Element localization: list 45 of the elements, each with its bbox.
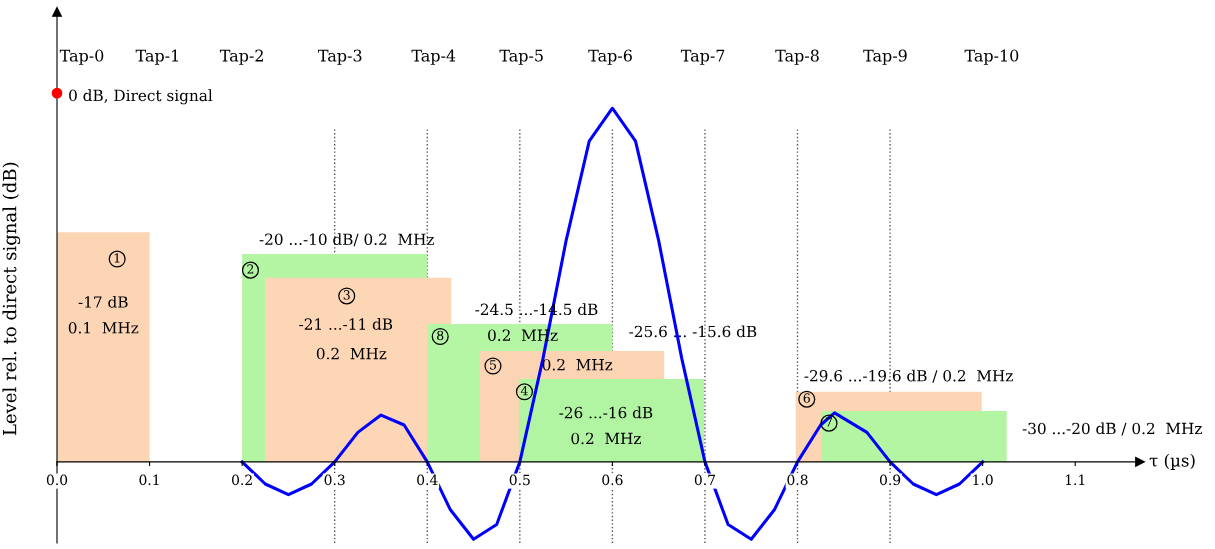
annotation: -17 dB (78, 295, 128, 308)
text: Tap-0 (59, 49, 104, 65)
text: Tap-3 (318, 49, 362, 65)
text: Tap-1 (135, 49, 178, 65)
annotation: -30 ...-20 dB / 0.2 MHz (1022, 422, 1202, 436)
text: Tap-4 (411, 49, 456, 65)
y-axis-title: Level rel. to direct signal (dB) (2, 162, 21, 436)
annotation: 0.2 MHz (542, 358, 613, 371)
x-tick-label: 0.5 (509, 474, 530, 486)
x-tick-label: 0.3 (324, 474, 345, 486)
annotation: 0 dB, Direct signal (69, 89, 213, 105)
x-tick-label: 0.4 (417, 474, 438, 486)
annotation: 5 (490, 360, 496, 370)
text: Tap-6 (588, 49, 632, 65)
annotation: 0.2 MHz (571, 432, 641, 445)
x-tick-label: 0.2 (232, 474, 252, 486)
annotation: -29.6 ...-19.6 dB / 0.2 MHz (804, 369, 1013, 383)
annotation: 4 (520, 385, 528, 396)
text: Tap-8 (775, 49, 819, 65)
annotation: -21 ...-11 dB (299, 318, 393, 330)
text: Tap-9 (863, 49, 907, 65)
x-tick-label: 0.7 (694, 474, 715, 486)
x-tick-label: 0.8 (787, 474, 808, 486)
text: Tap-5 (499, 49, 543, 65)
annotation: 2 (247, 264, 254, 274)
annotation: -20 ...-10 dB/ 0.2 MHz (259, 233, 434, 247)
x-tick-label: 0.9 (879, 474, 901, 486)
annotation: -26 ...-16 dB (559, 406, 653, 419)
x-tick-label: 1.1 (1065, 474, 1085, 486)
annotation: 7 (826, 417, 833, 427)
text: Tap-7 (680, 49, 725, 65)
text: Tap-2 (219, 49, 263, 65)
text: Tap-10 (964, 49, 1019, 65)
x-axis-title: τ (µs) (1149, 453, 1195, 470)
x-tick-label: 0.6 (602, 474, 623, 486)
x-tick-label: 1.0 (973, 474, 993, 486)
annotation: 3 (343, 290, 350, 300)
annotation: -25.6 ... -15.6 dB (629, 325, 757, 338)
annotation: 1 (114, 253, 120, 263)
x-tick-label: 0.1 (139, 474, 159, 486)
annotation: 6 (803, 393, 810, 403)
annotation: 8 (437, 330, 444, 341)
annotation: 0.1 MHz (68, 322, 139, 334)
x-tick-label: 0.0 (46, 474, 68, 486)
annotation: 0.2 MHz (316, 347, 387, 360)
